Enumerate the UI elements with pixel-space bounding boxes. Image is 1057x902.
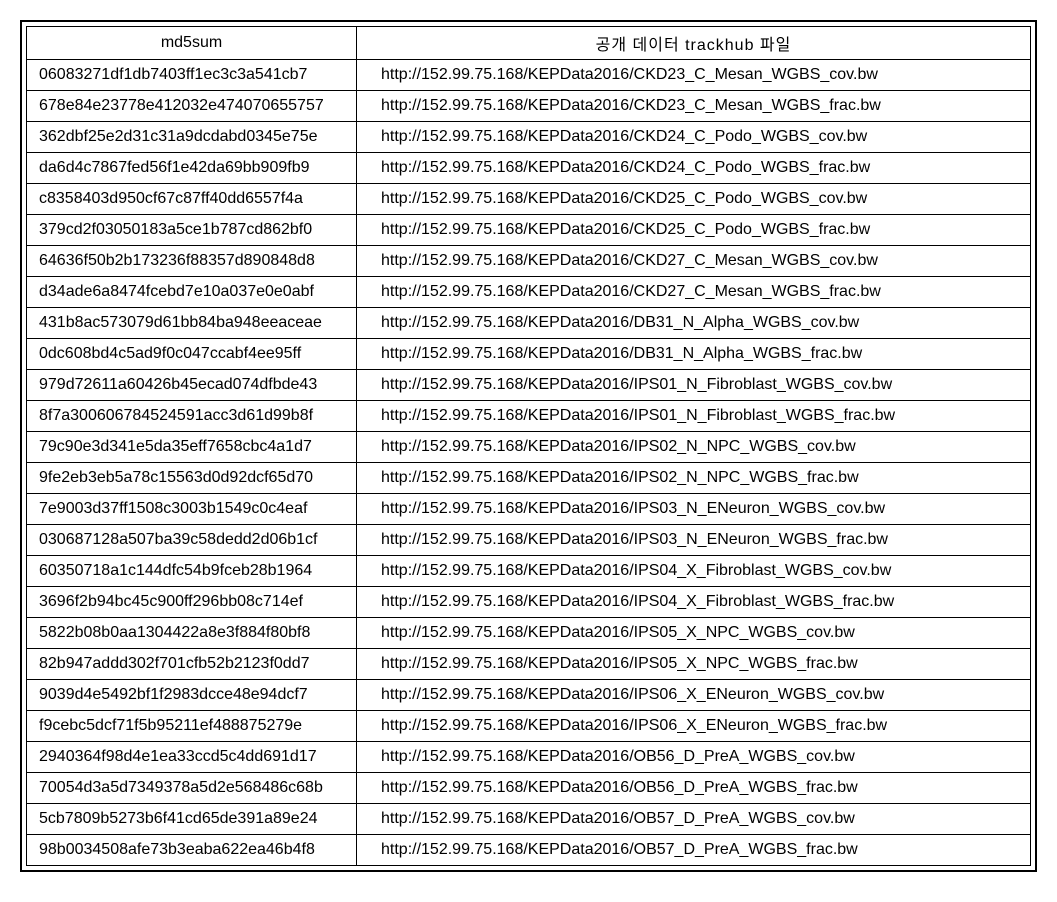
md5sum-cell: 06083271df1db7403ff1ec3c3a541cb7 [27, 60, 357, 91]
table-row: 9fe2eb3eb5a78c15563d0d92dcf65d70http://1… [27, 463, 1031, 494]
url-cell: http://152.99.75.168/KEPData2016/IPS02_N… [357, 463, 1031, 494]
table-row: 06083271df1db7403ff1ec3c3a541cb7http://1… [27, 60, 1031, 91]
table-row: da6d4c7867fed56f1e42da69bb909fb9http://1… [27, 153, 1031, 184]
md5sum-cell: 379cd2f03050183a5ce1b787cd862bf0 [27, 215, 357, 246]
md5sum-cell: 9fe2eb3eb5a78c15563d0d92dcf65d70 [27, 463, 357, 494]
table-row: 5cb7809b5273b6f41cd65de391a89e24http://1… [27, 804, 1031, 835]
table-row: d34ade6a8474fcebd7e10a037e0e0abfhttp://1… [27, 277, 1031, 308]
url-header: 공개 데이터 trackhub 파일 [357, 27, 1031, 60]
url-cell: http://152.99.75.168/KEPData2016/CKD27_C… [357, 277, 1031, 308]
table-row: 64636f50b2b173236f88357d890848d8http://1… [27, 246, 1031, 277]
table-row: 98b0034508afe73b3eaba622ea46b4f8http://1… [27, 835, 1031, 866]
table-row: 70054d3a5d7349378a5d2e568486c68bhttp://1… [27, 773, 1031, 804]
url-cell: http://152.99.75.168/KEPData2016/CKD24_C… [357, 122, 1031, 153]
url-cell: http://152.99.75.168/KEPData2016/OB56_D_… [357, 742, 1031, 773]
url-cell: http://152.99.75.168/KEPData2016/OB57_D_… [357, 804, 1031, 835]
table-row: 431b8ac573079d61bb84ba948eeaceaehttp://1… [27, 308, 1031, 339]
url-cell: http://152.99.75.168/KEPData2016/DB31_N_… [357, 308, 1031, 339]
md5sum-cell: 431b8ac573079d61bb84ba948eeaceae [27, 308, 357, 339]
md5sum-cell: 70054d3a5d7349378a5d2e568486c68b [27, 773, 357, 804]
url-cell: http://152.99.75.168/KEPData2016/CKD25_C… [357, 215, 1031, 246]
table-row: 60350718a1c144dfc54b9fceb28b1964http://1… [27, 556, 1031, 587]
table-row: 82b947addd302f701cfb52b2123f0dd7http://1… [27, 649, 1031, 680]
md5sum-cell: f9cebc5dcf71f5b95211ef488875279e [27, 711, 357, 742]
url-cell: http://152.99.75.168/KEPData2016/IPS03_N… [357, 525, 1031, 556]
md5sum-cell: 8f7a300606784524591acc3d61d99b8f [27, 401, 357, 432]
table-row: 9039d4e5492bf1f2983dcce48e94dcf7http://1… [27, 680, 1031, 711]
data-table: md5sum 공개 데이터 trackhub 파일 06083271df1db7… [26, 26, 1031, 866]
table-row: 8f7a300606784524591acc3d61d99b8fhttp://1… [27, 401, 1031, 432]
md5sum-cell: da6d4c7867fed56f1e42da69bb909fb9 [27, 153, 357, 184]
md5sum-cell: 3696f2b94bc45c900ff296bb08c714ef [27, 587, 357, 618]
md5sum-cell: 2940364f98d4e1ea33ccd5c4dd691d17 [27, 742, 357, 773]
md5sum-cell: 0dc608bd4c5ad9f0c047ccabf4ee95ff [27, 339, 357, 370]
url-cell: http://152.99.75.168/KEPData2016/IPS05_X… [357, 649, 1031, 680]
url-cell: http://152.99.75.168/KEPData2016/IPS04_X… [357, 556, 1031, 587]
md5sum-cell: 979d72611a60426b45ecad074dfbde43 [27, 370, 357, 401]
md5sum-cell: c8358403d950cf67c87ff40dd6557f4a [27, 184, 357, 215]
url-cell: http://152.99.75.168/KEPData2016/CKD23_C… [357, 60, 1031, 91]
url-cell: http://152.99.75.168/KEPData2016/IPS01_N… [357, 401, 1031, 432]
md5sum-cell: 9039d4e5492bf1f2983dcce48e94dcf7 [27, 680, 357, 711]
table-header: md5sum 공개 데이터 trackhub 파일 [27, 27, 1031, 60]
url-cell: http://152.99.75.168/KEPData2016/OB57_D_… [357, 835, 1031, 866]
table-row: c8358403d950cf67c87ff40dd6557f4ahttp://1… [27, 184, 1031, 215]
table-row: 678e84e23778e412032e474070655757http://1… [27, 91, 1031, 122]
md5sum-cell: 82b947addd302f701cfb52b2123f0dd7 [27, 649, 357, 680]
md5sum-cell: 362dbf25e2d31c31a9dcdabd0345e75e [27, 122, 357, 153]
md5sum-cell: 5cb7809b5273b6f41cd65de391a89e24 [27, 804, 357, 835]
url-cell: http://152.99.75.168/KEPData2016/CKD24_C… [357, 153, 1031, 184]
md5sum-cell: 98b0034508afe73b3eaba622ea46b4f8 [27, 835, 357, 866]
table-row: 979d72611a60426b45ecad074dfbde43http://1… [27, 370, 1031, 401]
md5sum-cell: d34ade6a8474fcebd7e10a037e0e0abf [27, 277, 357, 308]
table-row: 379cd2f03050183a5ce1b787cd862bf0http://1… [27, 215, 1031, 246]
md5sum-cell: 64636f50b2b173236f88357d890848d8 [27, 246, 357, 277]
url-cell: http://152.99.75.168/KEPData2016/OB56_D_… [357, 773, 1031, 804]
table-row: 7e9003d37ff1508c3003b1549c0c4eafhttp://1… [27, 494, 1031, 525]
table-row: 2940364f98d4e1ea33ccd5c4dd691d17http://1… [27, 742, 1031, 773]
table-row: 3696f2b94bc45c900ff296bb08c714efhttp://1… [27, 587, 1031, 618]
url-cell: http://152.99.75.168/KEPData2016/IPS01_N… [357, 370, 1031, 401]
md5sum-cell: 5822b08b0aa1304422a8e3f884f80bf8 [27, 618, 357, 649]
md5sum-cell: 7e9003d37ff1508c3003b1549c0c4eaf [27, 494, 357, 525]
url-cell: http://152.99.75.168/KEPData2016/CKD23_C… [357, 91, 1031, 122]
header-row: md5sum 공개 데이터 trackhub 파일 [27, 27, 1031, 60]
table-row: 0dc608bd4c5ad9f0c047ccabf4ee95ffhttp://1… [27, 339, 1031, 370]
md5sum-header: md5sum [27, 27, 357, 60]
url-cell: http://152.99.75.168/KEPData2016/CKD25_C… [357, 184, 1031, 215]
url-cell: http://152.99.75.168/KEPData2016/DB31_N_… [357, 339, 1031, 370]
url-cell: http://152.99.75.168/KEPData2016/IPS02_N… [357, 432, 1031, 463]
table-wrapper: md5sum 공개 데이터 trackhub 파일 06083271df1db7… [20, 20, 1037, 872]
table-row: 5822b08b0aa1304422a8e3f884f80bf8http://1… [27, 618, 1031, 649]
url-cell: http://152.99.75.168/KEPData2016/CKD27_C… [357, 246, 1031, 277]
md5sum-cell: 60350718a1c144dfc54b9fceb28b1964 [27, 556, 357, 587]
table-row: 030687128a507ba39c58dedd2d06b1cfhttp://1… [27, 525, 1031, 556]
md5sum-cell: 79c90e3d341e5da35eff7658cbc4a1d7 [27, 432, 357, 463]
url-cell: http://152.99.75.168/KEPData2016/IPS06_X… [357, 711, 1031, 742]
url-cell: http://152.99.75.168/KEPData2016/IPS04_X… [357, 587, 1031, 618]
table-body: 06083271df1db7403ff1ec3c3a541cb7http://1… [27, 60, 1031, 866]
url-cell: http://152.99.75.168/KEPData2016/IPS06_X… [357, 680, 1031, 711]
url-cell: http://152.99.75.168/KEPData2016/IPS05_X… [357, 618, 1031, 649]
table-row: 79c90e3d341e5da35eff7658cbc4a1d7http://1… [27, 432, 1031, 463]
url-cell: http://152.99.75.168/KEPData2016/IPS03_N… [357, 494, 1031, 525]
md5sum-cell: 030687128a507ba39c58dedd2d06b1cf [27, 525, 357, 556]
table-row: 362dbf25e2d31c31a9dcdabd0345e75ehttp://1… [27, 122, 1031, 153]
md5sum-cell: 678e84e23778e412032e474070655757 [27, 91, 357, 122]
table-row: f9cebc5dcf71f5b95211ef488875279ehttp://1… [27, 711, 1031, 742]
